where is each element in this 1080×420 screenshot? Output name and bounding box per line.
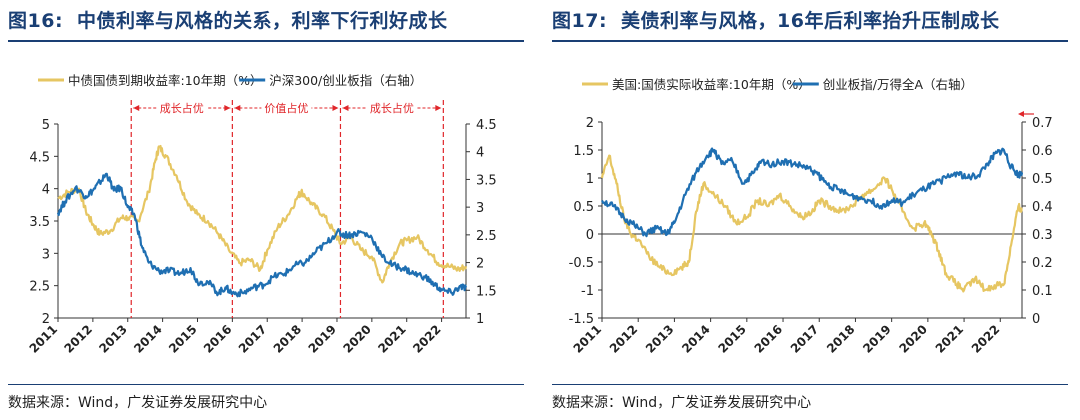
x-tick-label: 2016 (201, 322, 235, 356)
region-label: 成长占优 (370, 101, 414, 115)
x-tick-label: 2016 (752, 322, 786, 356)
x-tick-label: 2015 (715, 322, 749, 356)
y-left-tick-label: 2 (586, 116, 594, 131)
series-line-1 (601, 147, 1024, 238)
x-tick-label: 2011 (27, 322, 61, 356)
y-right-tick-label: 0.3 (1032, 228, 1053, 243)
arrow-head-right (332, 105, 339, 111)
x-tick-label: 2013 (96, 322, 130, 356)
y-left-tick-label: 1 (586, 172, 594, 187)
y-right-tick-label: 2 (476, 257, 484, 272)
x-tick-label: 2020 (340, 322, 374, 356)
x-tick-label: 2017 (236, 322, 270, 356)
y-left-tick-label: 0.5 (573, 200, 594, 215)
x-tick-label: 2013 (643, 322, 677, 356)
y-left-tick-label: 3.5 (29, 215, 50, 230)
y-right-tick-label: 0.1 (1032, 284, 1053, 299)
axis-pointer-head (1018, 111, 1024, 117)
y-right-tick-label: 3.5 (476, 173, 497, 188)
arrow-head-left (234, 105, 241, 111)
x-tick-label: 2018 (824, 322, 858, 356)
y-right-tick-label: 4 (476, 146, 484, 161)
figure-17-title: 图17: 美债利率与风格，16年后利率抬升压制成长 (552, 6, 1000, 33)
y-left-tick-label: 5 (42, 118, 50, 133)
x-tick-label: 2022 (410, 322, 444, 356)
series-line-0 (57, 144, 468, 284)
y-right-tick-label: 1.5 (476, 284, 497, 299)
y-left-tick-label: 4 (42, 183, 50, 198)
figure-16-title: 图16: 中债利率与风格的关系，利率下行利好成长 (8, 6, 448, 33)
y-left-tick-label: 2 (42, 312, 50, 327)
region-label-bg (156, 99, 207, 115)
x-tick-label: 2018 (271, 322, 305, 356)
title-rule (8, 40, 524, 42)
x-tick-label: 2019 (306, 322, 340, 356)
y-left-tick-label: -1 (581, 284, 594, 299)
region-label: 成长占优 (160, 101, 204, 115)
region-label-bg (261, 99, 312, 115)
y-right-tick-label: 0.2 (1032, 256, 1053, 271)
x-tick-label: 2014 (679, 322, 713, 356)
y-right-tick-label: 0 (1032, 312, 1040, 327)
figure-16-caption: 中债利率与风格的关系，利率下行利好成长 (77, 10, 448, 32)
arrow-head-right (224, 105, 231, 111)
arrow-head-right (435, 105, 442, 111)
series-line-1 (56, 172, 468, 298)
y-right-tick-label: 0.7 (1032, 116, 1053, 131)
x-tick-label: 2022 (969, 322, 1003, 356)
figure-16-panel: 图16: 中债利率与风格的关系，利率下行利好成长 2 2.5 3 3.5 4 4.5 5 1 1.… (8, 0, 528, 420)
y-left-tick-label: -1.5 (569, 312, 594, 327)
figure-17-caption: 美债利率与风格，16年后利率抬升压制成长 (621, 10, 1000, 32)
figure-17-source: 数据来源：Wind，广发证券发展研究中心 (552, 395, 812, 411)
source-rule (8, 384, 524, 385)
y-right-tick-label: 3 (476, 201, 484, 216)
y-left-tick-label: 0 (586, 228, 594, 243)
x-tick-label: 2011 (571, 322, 605, 356)
legend-label-0: 美国:国债实际收益率:10年期（%） (612, 77, 811, 92)
x-tick-label: 2021 (375, 322, 409, 356)
x-tick-label: 2012 (607, 322, 641, 356)
figure-17-number: 图17: (552, 10, 608, 32)
y-left-tick-label: 2.5 (29, 280, 50, 295)
y-right-tick-label: 2.5 (476, 229, 497, 244)
x-tick-label: 2014 (131, 322, 165, 356)
y-right-tick-label: 0.6 (1032, 144, 1053, 159)
figure-16-number: 图16: (8, 10, 64, 32)
legend-label-1: 创业板指/万得全A（右轴） (823, 77, 973, 92)
y-left-tick-label: 4.5 (29, 150, 50, 165)
region-label-bg (366, 99, 417, 115)
arrow-head-left (133, 105, 140, 111)
x-tick-label: 2017 (788, 322, 822, 356)
y-right-tick-label: 0.4 (1032, 200, 1053, 215)
legend-label-1: 沪深300/创业板指（右轴） (269, 73, 422, 88)
source-rule (552, 384, 1068, 385)
series-line-0 (600, 154, 1023, 293)
chart-17: -1.5 -1 -0.5 0 0.5 1 1.5 2 0 0.1 0.2 0.3 0.4 0.5 0.6 0.… (569, 77, 1053, 356)
y-right-tick-label: 0.5 (1032, 172, 1053, 187)
x-tick-label: 2021 (933, 322, 967, 356)
x-tick-label: 2015 (166, 322, 200, 356)
region-label: 价值占优 (264, 101, 308, 115)
y-right-tick-label: 1 (476, 312, 484, 327)
y-left-tick-label: 3 (42, 247, 50, 262)
arrow-head-left (342, 105, 349, 111)
x-tick-label: 2012 (61, 322, 95, 356)
y-left-tick-label: -0.5 (569, 256, 594, 271)
x-tick-label: 2019 (860, 322, 894, 356)
legend-label-0: 中债国债到期收益率:10年期（%） (68, 73, 263, 88)
x-tick-label: 2020 (896, 322, 930, 356)
figure-16-source: 数据来源：Wind，广发证券发展研究中心 (8, 395, 268, 411)
figure-17-panel: 图17: 美债利率与风格，16年后利率抬升压制成长 -1.5 -1 -0.5 0 0.5 1… (552, 0, 1072, 420)
title-rule (552, 40, 1068, 42)
y-right-tick-label: 4.5 (476, 118, 497, 133)
y-left-tick-label: 1.5 (573, 144, 594, 159)
